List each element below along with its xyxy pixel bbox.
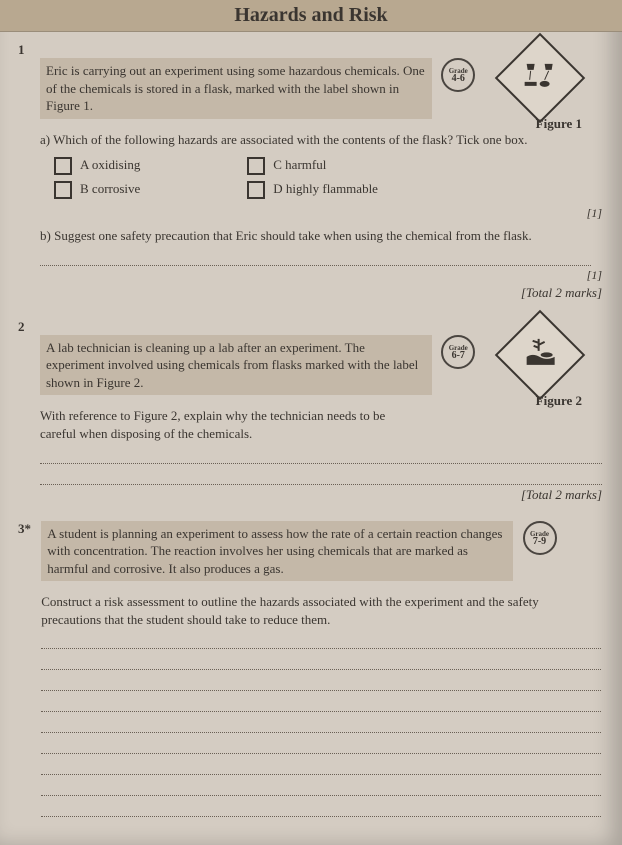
figure-2-label: Figure 2 [536,393,582,409]
checkbox-a[interactable] [54,157,72,175]
corrosive-icon [523,58,557,99]
checkbox-b[interactable] [54,181,72,199]
q1b-mark: [1] [40,268,602,283]
question-1: 1 Eric is carrying out an experiment usi… [40,42,602,301]
answer-line [40,463,602,464]
page-title: Hazards and Risk [0,0,622,32]
grade-badge-q3: Grade 7-9 [523,521,557,555]
q1b-text: Suggest one safety precaution that Eric … [54,228,532,243]
q2-number: 2 [18,319,38,335]
q1a-mark: [1] [40,206,602,221]
q1a-text: Which of the following hazards are assoc… [53,132,527,147]
option-d: D highly flammable [247,181,437,199]
q1b: b) Suggest one safety precaution that Er… [40,227,602,245]
hazard-symbol-corrosive [495,33,586,124]
option-b: B corrosive [54,181,244,199]
question-2: 2 A lab technician is cleaning up a lab … [40,319,602,503]
q2-intro: A lab technician is cleaning up a lab af… [40,335,432,396]
checkbox-d[interactable] [247,181,265,199]
answer-line [41,816,601,817]
option-a: A oxidising [54,157,244,175]
grade-badge-q2: Grade 6-7 [441,335,475,369]
answer-line [41,690,601,691]
answer-line [41,774,601,775]
q1-number: 1 [18,42,38,58]
answer-line [40,265,591,266]
answer-line [41,711,601,712]
q1-total: [Total 2 marks] [40,285,602,301]
q3-intro: A student is planning an experiment to a… [41,521,513,582]
checkbox-c[interactable] [247,157,265,175]
q1a: a) Which of the following hazards are as… [40,131,602,149]
q3-text: Construct a risk assessment to outline t… [41,593,601,628]
answer-line [40,484,602,485]
grade-badge-q1: Grade 4-6 [441,58,475,92]
worksheet-page: Hazards and Risk 1 Eric is carrying out … [0,0,622,845]
q3-number: 3* [18,521,38,537]
answer-line [41,753,601,754]
answer-line [41,732,601,733]
q2-total: [Total 2 marks] [40,487,602,503]
option-c: C harmful [247,157,437,175]
environment-icon [523,334,557,375]
hazard-symbol-environment [495,310,586,401]
answer-line [41,669,601,670]
figure-1-label: Figure 1 [536,116,582,132]
answer-line [41,648,601,649]
q1-intro: Eric is carrying out an experiment using… [40,58,432,119]
q1a-label: a) [40,132,50,147]
q2-text: With reference to Figure 2, explain why … [40,407,420,442]
answer-line [41,795,601,796]
question-3: 3* A student is planning an experiment t… [18,521,602,818]
q1b-label: b) [40,228,51,243]
q1a-options: A oxidising C harmful B corrosive D high… [54,154,602,202]
